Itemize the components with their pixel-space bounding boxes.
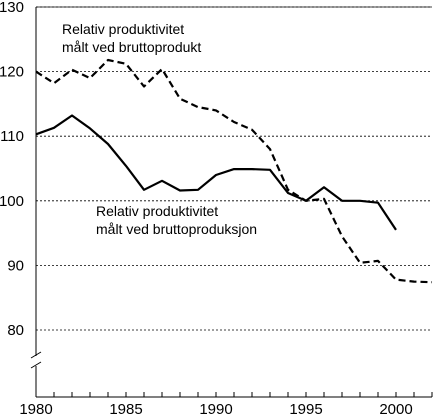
x-tick-label-1990: 1990 [199, 401, 232, 418]
axes [30, 6, 433, 398]
x-tick-label-1980: 1980 [19, 401, 52, 418]
annotation-gross-product-line2: målt ved bruttoprodukt [62, 39, 201, 55]
annotation-gross-product-line1: Relativ produktivitet [62, 21, 184, 37]
series-lines [35, 58, 433, 284]
axis-break-mark-lower [30, 361, 42, 369]
y-tick-label-110: 110 [0, 128, 24, 145]
x-tick-label-2000: 2000 [379, 401, 412, 418]
y-tick-label-130: 130 [0, 0, 24, 16]
annotation-gross-production-line1: Relativ produktivitet [96, 203, 218, 219]
x-tick-label-1995: 1995 [289, 401, 322, 418]
series-line-dashed [35, 58, 433, 284]
annotation-gross-production-line2: målt ved bruttoproduksjon [96, 221, 257, 237]
series-line-solid [35, 114, 397, 231]
y-tick-label-100: 100 [0, 193, 24, 210]
x-tick-label-1985: 1985 [109, 401, 142, 418]
y-tick-label-120: 120 [0, 64, 24, 81]
y-tick-label-80: 80 [7, 322, 24, 339]
axis-break-mark-upper [30, 351, 42, 359]
tick-labels: 80 90 100 110 120 130 1980 1985 1990 1995 2000 [0, 0, 413, 418]
y-tick-label-90: 90 [7, 257, 24, 274]
